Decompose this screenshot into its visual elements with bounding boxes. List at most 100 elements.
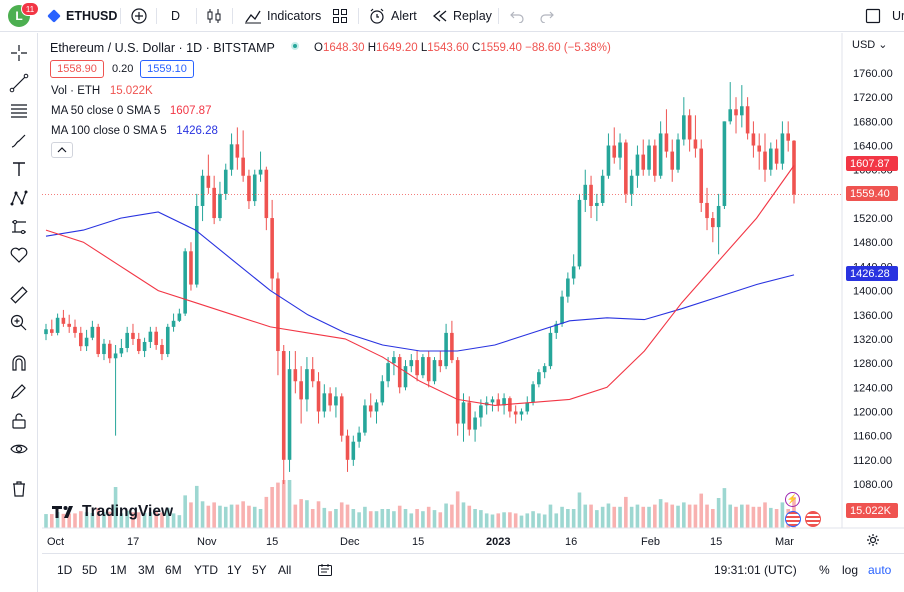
interval-button[interactable]: D xyxy=(171,0,180,32)
fullscreen-button[interactable] xyxy=(865,0,881,32)
percent-toggle[interactable]: % xyxy=(819,563,830,577)
candle xyxy=(171,313,176,332)
hide-drawings-tool[interactable] xyxy=(7,437,31,461)
price-tick-label: 1480.00 xyxy=(853,237,893,249)
volume-bar xyxy=(450,504,454,528)
unnamed-menu-button[interactable]: Ur xyxy=(892,0,904,32)
text-tool[interactable] xyxy=(7,157,31,181)
buy-price-button[interactable]: 1559.10 xyxy=(140,60,194,78)
range-button-1d[interactable]: 1D xyxy=(57,563,73,577)
time-axis[interactable]: Oct 17 Nov 15 Dec 15 2023 16 Feb 15 Mar xyxy=(47,536,794,548)
keep-drawing-tool[interactable] xyxy=(7,379,31,403)
range-button-5d[interactable]: 5D xyxy=(82,563,98,577)
volume-bar xyxy=(618,506,622,528)
candle xyxy=(624,139,628,203)
volume-bar xyxy=(444,503,448,528)
chart-settings-button[interactable] xyxy=(866,533,880,550)
us-flag-icon[interactable] xyxy=(805,511,821,527)
candle xyxy=(438,351,443,373)
lock-drawings-tool[interactable] xyxy=(7,409,31,433)
volume-bar xyxy=(299,499,303,528)
remove-drawings-tool[interactable] xyxy=(7,477,31,501)
volume-bar xyxy=(676,505,680,528)
candle xyxy=(386,357,390,388)
range-button-ytd[interactable]: YTD xyxy=(194,563,218,577)
candle xyxy=(745,97,750,140)
collapse-legend-button[interactable] xyxy=(51,142,73,158)
volume-bar xyxy=(571,509,576,528)
candle xyxy=(455,357,460,436)
fib-tool[interactable] xyxy=(7,99,31,123)
price-tick-label: 1760.00 xyxy=(853,68,893,80)
volume-bar xyxy=(658,499,663,528)
lightning-icon[interactable]: ⚡ xyxy=(785,492,800,507)
time-tick-label: 15 xyxy=(266,536,278,548)
volume-bar xyxy=(508,512,512,528)
undo-button[interactable] xyxy=(509,0,525,32)
alert-button[interactable]: Alert xyxy=(368,0,417,32)
candle xyxy=(55,313,60,336)
range-button-5y[interactable]: 5Y xyxy=(252,563,267,577)
price-tick-label: 1520.00 xyxy=(853,213,893,225)
chart-type-button[interactable] xyxy=(206,0,222,32)
volume-bar xyxy=(484,513,489,528)
volume-bar xyxy=(763,502,767,528)
magnet-tool[interactable] xyxy=(7,351,31,375)
compare-button[interactable] xyxy=(130,0,148,32)
price-tick-label: 1720.00 xyxy=(853,92,893,104)
time-tick-label: Nov xyxy=(197,536,217,548)
layouts-button[interactable] xyxy=(332,0,348,32)
range-button-all[interactable]: All xyxy=(278,563,292,577)
volume-bar xyxy=(699,493,704,528)
redo-button[interactable] xyxy=(539,0,555,32)
candle xyxy=(699,139,704,213)
range-button-6m[interactable]: 6M xyxy=(165,563,182,577)
price-chart[interactable]: 1760.001720.001680.001640.001600.001560.… xyxy=(0,0,904,553)
volume-bar xyxy=(113,487,118,528)
crosshair-tool[interactable] xyxy=(7,41,31,65)
us-flag-icon[interactable] xyxy=(785,511,801,527)
candle xyxy=(513,405,518,424)
candle xyxy=(194,193,199,288)
zoom-tool[interactable] xyxy=(7,311,31,335)
range-button-1m[interactable]: 1M xyxy=(110,563,127,577)
indicators-button[interactable]: Indicators xyxy=(244,0,321,32)
brush-tool[interactable] xyxy=(7,129,31,153)
range-button-3m[interactable]: 3M xyxy=(138,563,155,577)
prediction-tool[interactable] xyxy=(7,215,31,239)
gear-icon xyxy=(867,534,879,546)
bottom-toolbar: 1D 5D 1M 3M 6M YTD 1Y 5Y All 19:31:01 (UTC) % lo… xyxy=(42,553,904,585)
trendline-tool[interactable] xyxy=(7,71,31,95)
clock-label[interactable]: 19:31:01 (UTC) xyxy=(714,563,797,577)
volume-bar xyxy=(403,509,408,528)
log-toggle[interactable]: log xyxy=(842,563,859,577)
date-range-button[interactable] xyxy=(317,554,333,586)
candle xyxy=(467,396,472,436)
volume-bar xyxy=(247,505,251,528)
range-button-1y[interactable]: 1Y xyxy=(227,563,242,577)
replay-button[interactable]: Replay xyxy=(432,0,492,32)
candle xyxy=(50,319,54,336)
candle xyxy=(200,169,205,222)
tradingview-logo[interactable]: TradingView xyxy=(52,503,173,521)
volume-bar xyxy=(780,502,785,528)
ruler-tool[interactable] xyxy=(7,283,31,307)
candle xyxy=(577,193,582,270)
volume-bar xyxy=(455,491,460,528)
brand-label: TradingView xyxy=(82,503,174,520)
symbol-search-button[interactable]: ETHUSD xyxy=(47,0,117,32)
icon-tool[interactable] xyxy=(7,243,31,267)
indicators-icon xyxy=(245,10,261,24)
candle xyxy=(241,130,245,182)
candle xyxy=(235,127,240,170)
pencil-lock-icon xyxy=(10,384,26,400)
sell-price-button[interactable]: 1558.90 xyxy=(50,60,104,78)
price-tick-label: 1640.00 xyxy=(853,141,893,153)
auto-toggle[interactable]: auto xyxy=(868,563,892,577)
candle xyxy=(78,326,83,352)
currency-selector[interactable]: USD ⌄ xyxy=(852,39,888,51)
volume-bar xyxy=(467,505,472,528)
pattern-tool[interactable] xyxy=(7,186,31,210)
volume-bar xyxy=(774,509,779,528)
volume-bar xyxy=(531,511,535,528)
